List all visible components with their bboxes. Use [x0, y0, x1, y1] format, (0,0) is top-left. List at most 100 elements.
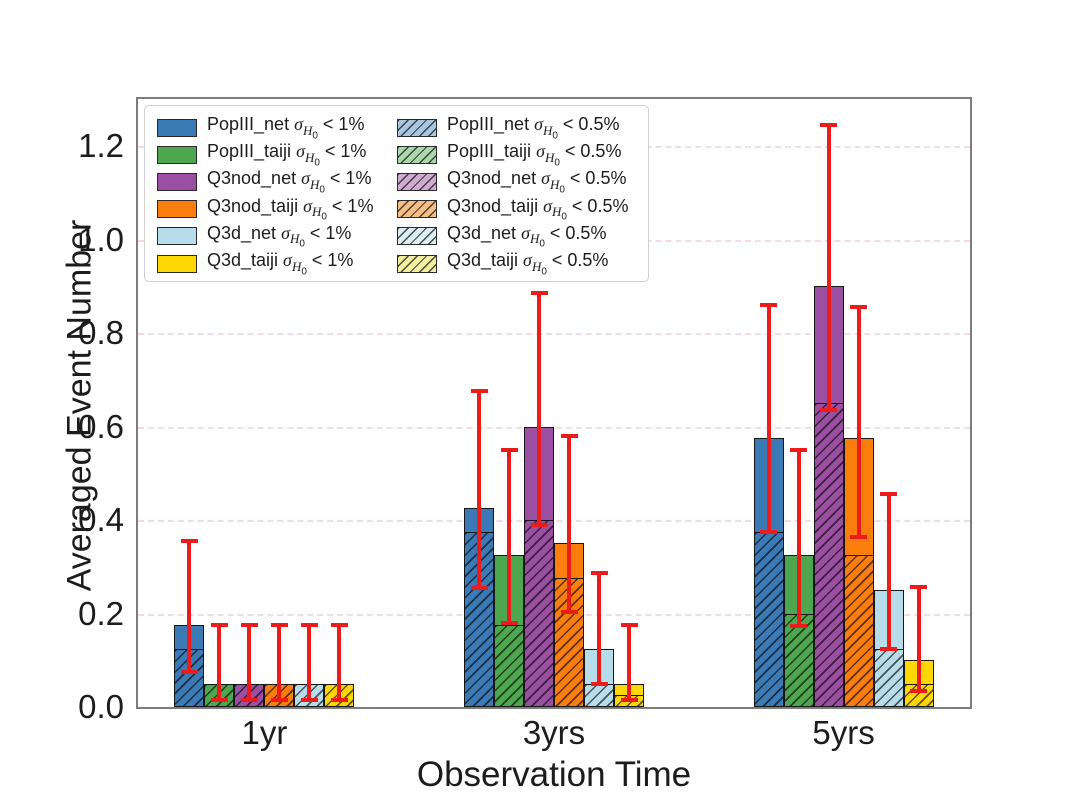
legend-item-Q3d_taiji-1: Q3d_taiji σH0 < 1% [157, 250, 397, 277]
ytick-label-1.0: 1.0 [78, 220, 124, 258]
errorbar-PopIII_taiji-3yrs [507, 447, 511, 626]
bar-Q3d_net-5yrs-hatched [873, 648, 904, 707]
x-axis-label: Observation Time [416, 755, 692, 794]
errorbar-cap-Q3d_net-1yr-high [300, 622, 318, 627]
errorbar-cap-Q3d_taiji-5yrs-high [910, 585, 928, 590]
errorbar-cap-Q3nod_taiji-1yr-low [270, 698, 288, 703]
legend-item-Q3d_net-1: Q3d_net σH0 < 1% [157, 223, 397, 250]
legend-label: Q3d_taiji σH0 < 0.5% [447, 249, 609, 278]
errorbar-cap-PopIII_taiji-5yrs-high [790, 447, 808, 452]
legend-label: Q3nod_taiji σH0 < 0.5% [447, 195, 629, 223]
legend-label: Q3d_taiji σH0 < 1% [207, 249, 354, 278]
errorbar-cap-Q3d_taiji-5yrs-low [910, 688, 928, 693]
errorbar-cap-PopIII_taiji-3yrs-low [500, 621, 518, 626]
legend-swatch-Q3nod_taiji-hatched [397, 200, 437, 219]
errorbar-Q3d_net-3yrs [597, 571, 601, 686]
gridline-0.8 [138, 333, 970, 335]
legend-swatch-Q3d_taiji-solid [157, 254, 197, 273]
bars-layer [138, 99, 970, 707]
bar-Q3nod_net-5yrs-hatched [813, 403, 844, 707]
gridline-0.6 [138, 426, 970, 429]
errorbar-cap-PopIII_taiji-1yr-low [210, 698, 228, 703]
errorbar-cap-Q3d_taiji-3yrs-high [620, 622, 638, 627]
errorbar-cap-Q3d_net-3yrs-high [590, 571, 608, 576]
gridline-0.4 [138, 520, 970, 522]
errorbar-Q3nod_net-5yrs [826, 122, 831, 413]
bar-Q3nod_net-3yrs-hatched [524, 520, 554, 707]
errorbar-Q3nod_taiji-3yrs [567, 433, 571, 614]
legend-label: Q3d_net σH0 < 0.5% [447, 222, 607, 250]
legend-label: Q3d_net σH0 < 1% [207, 222, 352, 250]
errorbar-cap-PopIII_net-3yrs-high [470, 389, 488, 394]
legend-label: PopIII_net σH0 < 0.5% [447, 114, 620, 142]
plot-area: PopIII_net σH0 < 1% PopIII_taiji σH0 < 1%… [136, 97, 972, 709]
errorbar-cap-Q3nod_taiji-3yrs-high [560, 433, 578, 438]
errorbar-cap-PopIII_net-1yr-low [180, 670, 198, 675]
legend-swatch-Q3nod_taiji-solid [157, 200, 197, 219]
errorbar-PopIII_taiji-1yr [217, 622, 222, 703]
ytick-label-0.6: 0.6 [78, 407, 124, 445]
legend-item-PopIII_net-1: PopIII_net σH0 < 1% [157, 114, 397, 141]
ytick-label-0.0: 0.0 [78, 688, 124, 725]
legend-item-PopIII_net-0p5: PopIII_net σH0 < 0.5% [397, 114, 638, 141]
errorbar-Q3d_net-1yr [307, 622, 312, 703]
bar-PopIII_taiji-5yrs-hatched [783, 613, 814, 707]
legend-swatch-Q3nod_net-solid [157, 172, 197, 191]
legend-swatch-Q3d_taiji-hatched [397, 254, 437, 273]
legend-swatch-Q3d_net-hatched [397, 227, 437, 246]
errorbar-cap-Q3d_net-5yrs-low [880, 646, 898, 651]
y-axis-label: Averaged Event Number [60, 219, 99, 592]
legend-item-Q3d_taiji-0p5: Q3d_taiji σH0 < 0.5% [397, 250, 638, 277]
legend-swatch-Q3d_net-solid [157, 227, 197, 246]
errorbar-cap-Q3d_net-3yrs-low [590, 681, 608, 686]
errorbar-cap-Q3nod_taiji-5yrs-high [850, 304, 868, 309]
errorbar-PopIII_net-1yr [187, 538, 192, 675]
errorbar-cap-Q3nod_net-1yr-low [240, 698, 258, 703]
errorbars-layer [138, 99, 970, 707]
errorbar-cap-Q3d_net-1yr-low [300, 698, 318, 703]
legend-label: PopIII_taiji σH0 < 0.5% [447, 141, 622, 169]
bar-PopIII_net-5yrs-hatched [753, 531, 784, 707]
legend-item-Q3nod_taiji-0p5: Q3nod_taiji σH0 < 0.5% [397, 196, 638, 223]
legend-swatch-PopIII_net-hatched [397, 118, 437, 137]
errorbar-Q3d_net-5yrs [886, 491, 891, 651]
ytick-label-0.4: 0.4 [78, 501, 124, 538]
xtick-label-1yr: 1yr [241, 714, 288, 751]
xtick-label-3yrs: 3yrs [522, 714, 586, 751]
errorbar-cap-Q3nod_net-5yrs-high [820, 122, 838, 127]
legend-item-Q3nod_net-1: Q3nod_net σH0 < 1% [157, 168, 397, 196]
legend-label: Q3nod_net σH0 < 1% [207, 168, 372, 196]
legend-label: Q3nod_taiji σH0 < 1% [207, 195, 374, 223]
ytick-label-0.8: 0.8 [78, 314, 124, 351]
errorbar-cap-Q3nod_taiji-1yr-high [270, 622, 288, 627]
legend-item-Q3nod_taiji-1: Q3nod_taiji σH0 < 1% [157, 196, 397, 223]
errorbar-cap-PopIII_taiji-3yrs-high [500, 447, 518, 452]
legend-swatch-PopIII_taiji-solid [157, 145, 197, 164]
errorbar-cap-PopIII_net-5yrs-low [760, 530, 778, 535]
errorbar-cap-Q3nod_net-5yrs-low [820, 408, 838, 413]
errorbar-cap-Q3d_taiji-3yrs-low [620, 698, 638, 703]
errorbar-Q3d_taiji-1yr [337, 622, 342, 703]
errorbar-cap-Q3nod_taiji-3yrs-low [560, 609, 578, 614]
ytick-label-0.2: 0.2 [78, 594, 124, 632]
errorbar-cap-PopIII_net-3yrs-low [470, 586, 488, 591]
errorbar-Q3nod_net-1yr [247, 622, 252, 703]
errorbar-cap-Q3nod_net-1yr-high [240, 622, 258, 627]
legend-item-PopIII_taiji-0p5: PopIII_taiji σH0 < 0.5% [397, 141, 638, 168]
errorbar-cap-PopIII_taiji-5yrs-low [790, 623, 808, 628]
errorbar-Q3nod_taiji-1yr [277, 622, 282, 703]
bar-PopIII_taiji-3yrs-hatched [494, 625, 524, 707]
errorbar-cap-Q3d_taiji-1yr-high [330, 622, 348, 627]
bar-Q3d_net-3yrs-hatched [584, 683, 614, 707]
errorbar-PopIII_net-5yrs [766, 302, 771, 535]
errorbar-cap-PopIII_net-5yrs-high [760, 302, 778, 307]
errorbar-cap-PopIII_net-1yr-high [180, 538, 198, 543]
errorbar-cap-Q3nod_taiji-5yrs-low [850, 534, 868, 539]
errorbar-Q3d_taiji-3yrs [627, 622, 631, 703]
legend-item-Q3d_net-0p5: Q3d_net σH0 < 0.5% [397, 223, 638, 250]
legend-label: PopIII_net σH0 < 1% [207, 114, 365, 142]
errorbar-cap-Q3d_net-5yrs-high [880, 491, 898, 496]
legend-label: Q3nod_net σH0 < 0.5% [447, 168, 627, 196]
xtick-label-5yrs: 5yrs [812, 714, 875, 751]
